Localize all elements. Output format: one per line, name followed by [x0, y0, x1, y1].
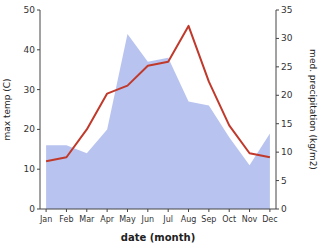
y2-tick-label: 10 — [281, 147, 293, 157]
temp-line — [46, 26, 270, 161]
y-tick — [37, 209, 40, 210]
y2-tick-label: 35 — [281, 5, 292, 15]
x-tick-label: Feb — [59, 215, 73, 224]
y2-tick — [276, 95, 279, 96]
y-tick-label: 50 — [24, 5, 36, 15]
x-tick-label: Sep — [201, 215, 216, 224]
x-tick — [249, 209, 250, 212]
y2-tick — [276, 123, 279, 124]
x-tick-label: Jun — [141, 215, 155, 224]
y2-tick — [276, 38, 279, 39]
y2-tick-label: 30 — [281, 33, 293, 43]
x-tick-label: Mar — [79, 215, 95, 224]
y2-axis-line — [276, 10, 277, 209]
y-tick-label: 0 — [29, 204, 35, 214]
y2-tick — [276, 152, 279, 153]
y-tick — [37, 129, 40, 130]
y2-tick — [276, 209, 279, 210]
x-tick-label: May — [119, 215, 136, 224]
x-tick-label: Aug — [181, 215, 197, 224]
x-tick — [229, 209, 230, 212]
x-tick — [188, 209, 189, 212]
y-tick-label: 30 — [24, 85, 36, 95]
y-tick-label: 20 — [24, 124, 36, 134]
y-tick-label: 10 — [24, 164, 36, 174]
x-tick — [269, 209, 270, 212]
y2-tick-label: 15 — [281, 119, 292, 129]
y2-tick — [276, 180, 279, 181]
y2-tick — [276, 66, 279, 67]
y-tick — [37, 89, 40, 90]
y-tick — [37, 169, 40, 170]
y2-axis-label: med. precipitation (kg/m2) — [308, 49, 318, 170]
x-tick — [107, 209, 108, 212]
x-tick-label: Jul — [162, 215, 173, 224]
x-axis-label: date (month) — [121, 232, 195, 243]
y2-tick-label: 20 — [281, 90, 293, 100]
y2-tick — [276, 10, 279, 11]
y-axis-line — [40, 10, 41, 209]
y-axis-label: max temp (C) — [2, 78, 12, 140]
precip-area — [46, 34, 270, 209]
x-tick — [86, 209, 87, 212]
x-tick — [147, 209, 148, 212]
y2-tick-label: 0 — [281, 204, 287, 214]
y-tick — [37, 10, 40, 11]
chart: 0 10 20 30 40 50 0 5 10 15 20 25 30 35 Jan Feb Mar Apr May… — [0, 0, 318, 247]
y-tick-label: 40 — [24, 45, 36, 55]
y-tick — [37, 49, 40, 50]
plot-area — [46, 26, 270, 209]
x-tick-label: Dec — [262, 215, 277, 224]
y2-tick-label: 25 — [281, 62, 292, 72]
x-tick — [208, 209, 209, 212]
x-tick — [168, 209, 169, 212]
x-axis-line — [40, 209, 276, 210]
y2-tick-label: 5 — [281, 176, 287, 186]
x-tick-label: Apr — [100, 215, 115, 224]
x-tick-label: Jan — [39, 215, 52, 224]
x-tick — [127, 209, 128, 212]
x-tick-label: Oct — [222, 215, 236, 224]
x-tick — [66, 209, 67, 212]
x-tick-label: Nov — [242, 215, 258, 224]
x-tick — [46, 209, 47, 212]
